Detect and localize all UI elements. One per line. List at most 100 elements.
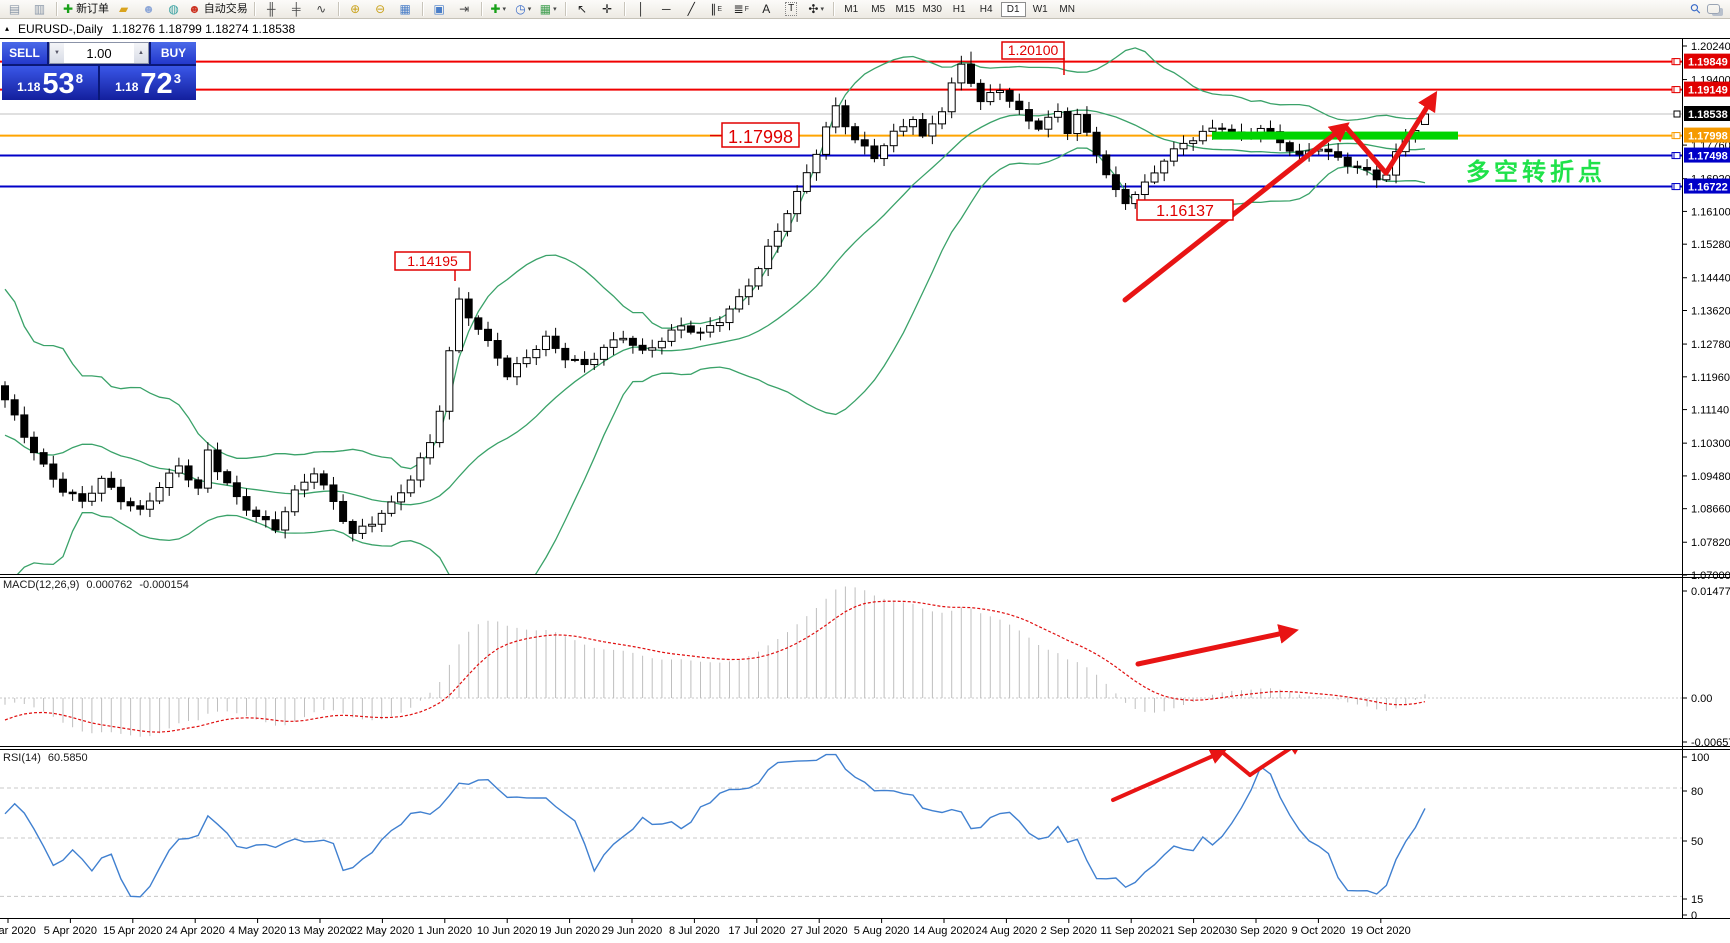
periods-caret-icon[interactable]: ▾ — [527, 5, 532, 13]
new-chart-button[interactable]: ▤ — [2, 1, 27, 18]
indicators-button[interactable]: ✚ ▾ — [486, 1, 511, 18]
macd-plot-layer — [0, 586, 1682, 737]
periods-button[interactable]: ◷ ▾ — [511, 1, 536, 18]
timeframe-mn-button[interactable]: MN — [1059, 3, 1075, 15]
price-badge-label: 1.16722 — [1688, 182, 1728, 194]
buy-button[interactable]: BUY — [151, 42, 196, 64]
price-tick-label: 1.14440 — [1691, 273, 1730, 285]
chart-shift-button[interactable]: ⇥ — [452, 1, 477, 18]
profiles-button[interactable]: ▥ — [27, 1, 52, 18]
date-label: 2 Sep 2020 — [1041, 925, 1097, 937]
autotrading-label: 自动交易 — [203, 2, 248, 15]
cursor-button[interactable]: ↖ — [570, 1, 595, 18]
timeframe-h4-button[interactable]: H4 — [979, 3, 993, 15]
timeframe-w1-button[interactable]: W1 — [1032, 3, 1048, 15]
templates-icon: ▦ — [539, 1, 552, 16]
turning-point-note[interactable]: 多空转折点 — [1466, 159, 1606, 186]
search-icon[interactable]: ⚲ — [1687, 0, 1705, 18]
chart-ohlc-values: 1.18276 1.18799 1.18274 1.18538 — [111, 21, 296, 36]
arrows-button[interactable]: ✣ ▾ — [804, 1, 829, 18]
horizontal-line-button[interactable]: ─ — [654, 1, 679, 18]
auto-arrange-button[interactable]: ▣ — [427, 1, 452, 18]
timeframe-m1-button[interactable]: M1 — [844, 3, 859, 15]
templates-caret-icon[interactable]: ▾ — [553, 5, 557, 13]
tile-windows-button[interactable]: ▦ — [393, 1, 418, 18]
collapse-icon[interactable]: ▴ — [5, 24, 10, 33]
chart-shift-icon: ⇥ — [459, 1, 470, 16]
macd-signal-line — [4, 600, 1426, 733]
crosshair-button[interactable]: ✛ — [595, 1, 620, 18]
date-label: 21 Sep 2020 — [1162, 925, 1224, 937]
new-order-button[interactable]: ✚ 新订单 — [61, 1, 111, 18]
buy-price-big: 72 — [140, 68, 173, 100]
price-annotation-box — [1136, 199, 1234, 221]
community-button[interactable]: ☻ — [136, 1, 161, 18]
sell-price-tile[interactable]: 1.18 53 8 — [2, 66, 98, 100]
timeframe-m30-button[interactable]: M30 — [922, 3, 942, 15]
date-label: 8 Jul 2020 — [669, 925, 720, 937]
profiles-icon: ▥ — [33, 1, 46, 16]
community-icon: ☻ — [142, 1, 155, 16]
main-macd-separator-b[interactable] — [0, 577, 1730, 578]
macd-main-value: 0.000762 — [86, 579, 133, 591]
bar-chart-button[interactable]: ╫ — [259, 1, 284, 18]
date-label: 13 May 2020 — [288, 925, 352, 937]
fibonacci-icon: ≣ — [733, 1, 744, 16]
time-axis-border — [0, 918, 1730, 919]
macd-rsi-separator-b[interactable] — [0, 749, 1730, 750]
text-label-icon: T — [785, 2, 798, 16]
text-button[interactable]: A — [754, 1, 779, 18]
crosshair-icon: ✛ — [602, 1, 613, 16]
vertical-line-icon: │ — [637, 1, 645, 16]
date-label: 1 Jun 2020 — [418, 925, 472, 937]
line-chart-button[interactable]: ∿ — [309, 1, 334, 18]
volume-stepper: ▼ 1.00 ▲ — [49, 42, 149, 64]
main-macd-separator-a[interactable] — [0, 574, 1730, 575]
templates-button[interactable]: ▦ ▾ — [536, 1, 561, 18]
sell-button[interactable]: SELL — [2, 42, 47, 64]
metaeditor-button[interactable]: ▰ — [111, 1, 136, 18]
trendline-button[interactable]: ╱ — [679, 1, 704, 18]
date-label: 4 May 2020 — [229, 925, 286, 937]
autotrading-button[interactable]: ☻ 自动交易 — [186, 1, 250, 18]
equidistant-channel-button[interactable]: ∥ E — [704, 1, 729, 18]
line-chart-icon: ∿ — [316, 1, 327, 16]
buy-price-tile[interactable]: 1.18 72 3 — [100, 66, 196, 100]
bollinger-upper — [4, 47, 1426, 470]
rsi-axis-label: 15 — [1691, 894, 1703, 906]
price-tick-label: 1.11960 — [1691, 372, 1730, 384]
volume-input[interactable]: 1.00 — [86, 45, 112, 61]
chat-icon[interactable] — [1707, 4, 1720, 14]
macd-rsi-separator-a[interactable] — [0, 746, 1730, 747]
cursor-icon: ↖ — [577, 1, 588, 16]
zoom-in-button[interactable]: ⊕ — [343, 1, 368, 18]
timeframe-d1-button[interactable]: D1 — [1000, 1, 1026, 17]
date-label: 27 Jul 2020 — [791, 925, 848, 937]
timeframe-m15-button[interactable]: M15 — [895, 3, 915, 15]
price-tick-label: 1.11140 — [1691, 405, 1729, 417]
zoom-out-button[interactable]: ⊖ — [368, 1, 393, 18]
bollinger-middle — [4, 109, 1426, 506]
indicators-caret-icon[interactable]: ▾ — [502, 5, 506, 13]
candlestick-chart-button[interactable]: ╪ — [284, 1, 309, 18]
timeframe-m5-button[interactable]: M5 — [871, 3, 886, 15]
signals-button[interactable]: ◍ — [161, 1, 186, 18]
arrows-caret-icon[interactable]: ▾ — [820, 5, 824, 13]
badge-anchor-square — [1673, 86, 1681, 94]
date-label: 14 Aug 2020 — [913, 925, 975, 937]
price-annotation-box — [721, 122, 800, 148]
signals-icon: ◍ — [168, 1, 179, 16]
text-label-button[interactable]: T — [779, 1, 804, 18]
trend-arrow-segment — [1342, 123, 1389, 176]
fibonacci-button[interactable]: ≣ F — [729, 1, 754, 18]
trendline-icon: ╱ — [687, 1, 695, 16]
toolbar-separator — [337, 2, 339, 16]
new-order-icon: ✚ — [63, 1, 74, 16]
macd-histogram — [4, 586, 1426, 737]
timeframe-h1-button[interactable]: H1 — [952, 3, 966, 15]
volume-increase-button[interactable]: ▲ — [134, 43, 148, 63]
vertical-line-button[interactable]: │ — [629, 1, 654, 18]
volume-decrease-button[interactable]: ▼ — [50, 43, 64, 63]
price-badge — [1684, 53, 1730, 69]
